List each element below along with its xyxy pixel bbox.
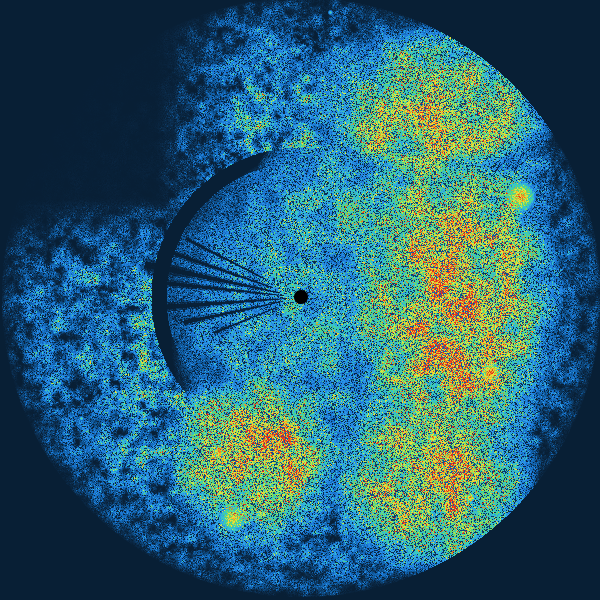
radar-reflectivity-image <box>0 0 600 600</box>
radar-display <box>0 0 600 600</box>
